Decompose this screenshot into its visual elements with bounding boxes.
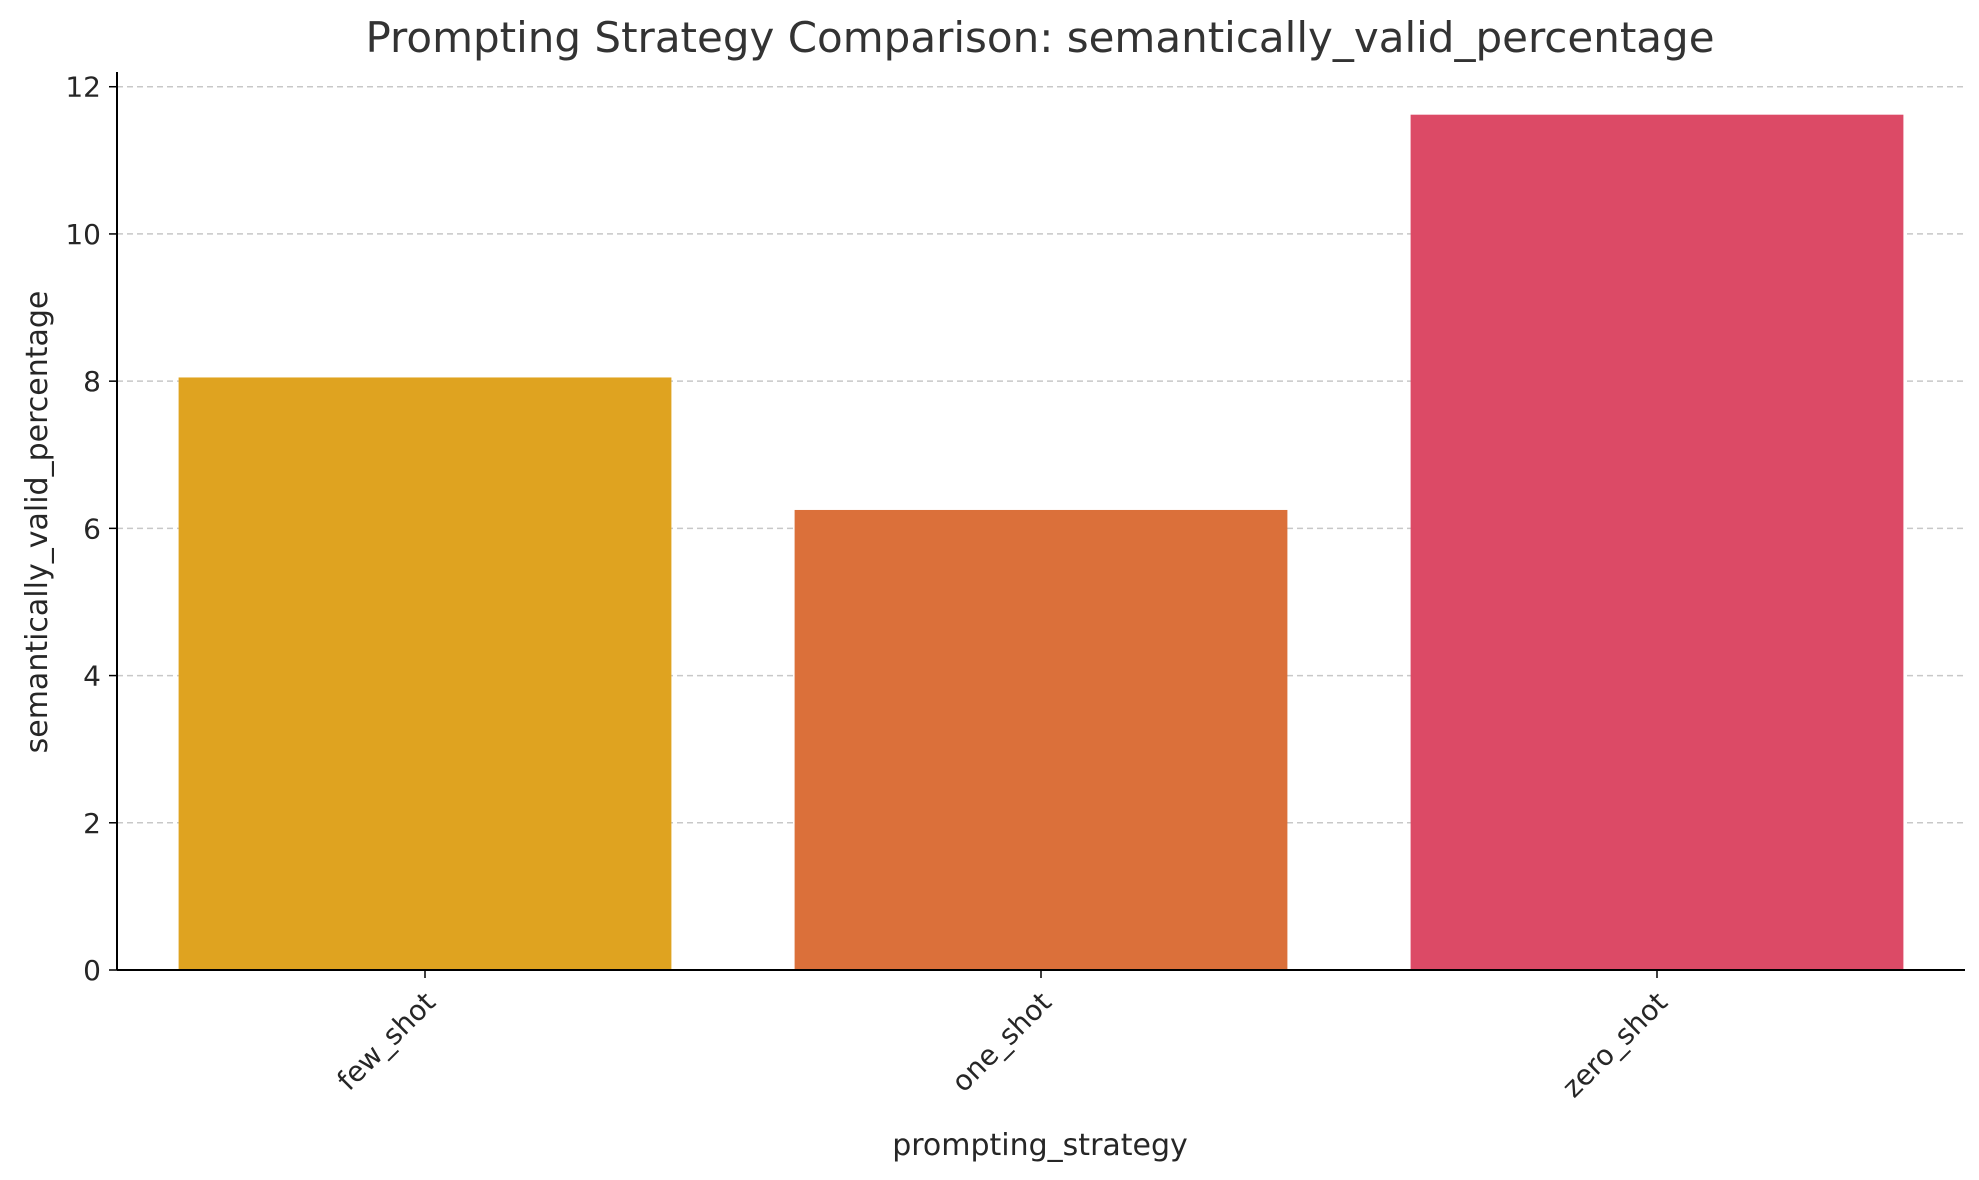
x-tick-label: zero_shot xyxy=(1556,986,1674,1104)
x-tick-label: one_shot xyxy=(945,986,1058,1099)
y-tick-label: 8 xyxy=(83,365,101,398)
x-tick-label: few_shot xyxy=(331,986,442,1097)
y-tick-label: 12 xyxy=(65,71,101,104)
bars xyxy=(178,114,1904,971)
chart-title: Prompting Strategy Comparison: semantica… xyxy=(365,13,1714,62)
x-axis-label: prompting_strategy xyxy=(892,1128,1188,1163)
y-axis-label: semantically_valid_percentage xyxy=(20,291,55,754)
y-tick-label: 6 xyxy=(83,512,101,545)
y-tick-label: 0 xyxy=(83,954,101,987)
y-ticks: 0 2 4 6 8 10 12 xyxy=(65,71,117,987)
x-ticks: few_shot one_shot zero_shot xyxy=(331,970,1674,1104)
y-tick-label: 4 xyxy=(83,660,101,693)
y-tick-label: 2 xyxy=(83,807,101,840)
y-tick-label: 10 xyxy=(65,218,101,251)
bar-zero-shot xyxy=(1410,114,1904,971)
bar-one-shot xyxy=(794,509,1288,970)
bar-few-shot xyxy=(178,377,672,970)
